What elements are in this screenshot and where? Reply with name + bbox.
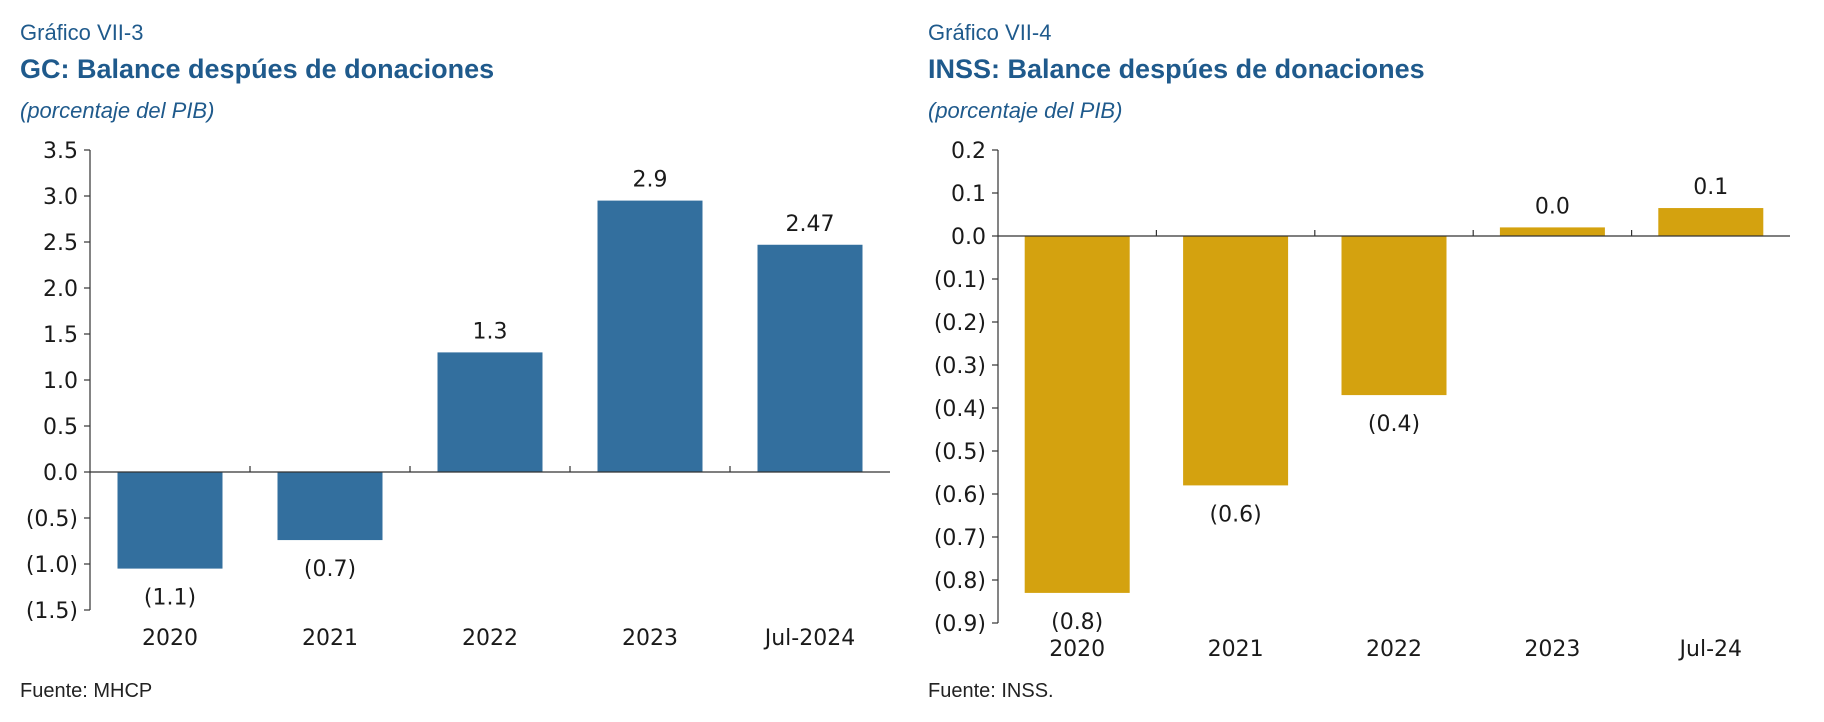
y-tick-label: 0.5 bbox=[43, 415, 78, 440]
bar bbox=[1183, 236, 1289, 486]
chart-title: GC: Balance despúes de donaciones bbox=[20, 54, 495, 84]
y-tick-label: 1.0 bbox=[43, 369, 78, 394]
y-tick-label: 2.0 bbox=[43, 277, 78, 302]
chart-panel-gc: Gráfico VII-3 GC: Balance despúes de don… bbox=[0, 0, 900, 722]
bar-chart-gc: 3.5 3.0 2.5 2.0 1.5 1.0 0.5 0.0 (0.5) (1.0) (1.5) (… bbox=[26, 139, 890, 651]
data-label: (1.1) bbox=[144, 586, 196, 611]
y-tick-label: 3.0 bbox=[43, 185, 78, 210]
bar bbox=[1024, 236, 1130, 593]
bar bbox=[117, 472, 223, 569]
data-label: 2.47 bbox=[786, 212, 835, 237]
y-tick-label: 3.5 bbox=[43, 139, 78, 164]
data-label: 0.1 bbox=[1693, 175, 1728, 200]
bar bbox=[437, 352, 543, 472]
y-tick-label: (0.8) bbox=[934, 569, 986, 594]
x-tick-label: 2023 bbox=[622, 626, 678, 651]
bar bbox=[597, 200, 703, 472]
x-tick-label: 2021 bbox=[302, 626, 358, 651]
chart-source: Fuente: MHCP bbox=[20, 680, 153, 702]
y-tick-label: (0.6) bbox=[934, 483, 986, 508]
y-tick-label: (0.7) bbox=[934, 526, 986, 551]
data-label: 0.0 bbox=[1535, 194, 1570, 219]
data-label: 1.3 bbox=[473, 319, 508, 344]
data-label: (0.6) bbox=[1210, 502, 1262, 527]
bar-chart-inss: 0.2 0.1 0.0 (0.1) (0.2) (0.3) (0.4) (0.5) (0.6) (… bbox=[934, 139, 1790, 662]
bar bbox=[1499, 227, 1605, 236]
y-tick-label: (0.9) bbox=[934, 612, 986, 637]
x-tick-label: Jul-2024 bbox=[763, 626, 855, 651]
y-tick-label: (0.2) bbox=[934, 311, 986, 336]
chart-kicker: Gráfico VII-4 bbox=[928, 20, 1052, 45]
data-label: (0.7) bbox=[304, 557, 356, 582]
chart-source: Fuente: INSS. bbox=[928, 680, 1054, 702]
bar bbox=[1658, 208, 1764, 236]
chart-kicker: Gráfico VII-3 bbox=[20, 20, 144, 45]
y-tick-label: 2.5 bbox=[43, 231, 78, 256]
data-label: (0.8) bbox=[1051, 610, 1103, 635]
x-tick-label: 2023 bbox=[1524, 637, 1580, 662]
bar bbox=[277, 472, 383, 541]
y-tick-label: (0.1) bbox=[934, 268, 986, 293]
x-tick-label: 2022 bbox=[1366, 637, 1422, 662]
bar bbox=[1341, 236, 1447, 396]
y-tick-label: 1.5 bbox=[43, 323, 78, 348]
y-tick-label: (0.5) bbox=[26, 507, 78, 532]
x-tick-label: 2022 bbox=[462, 626, 518, 651]
y-tick-label: 0.0 bbox=[951, 225, 986, 250]
y-tick-label: (0.4) bbox=[934, 397, 986, 422]
y-tick-label: 0.2 bbox=[951, 139, 986, 164]
chart-subtitle: (porcentaje del PIB) bbox=[20, 98, 215, 123]
x-tick-label: 2020 bbox=[1049, 637, 1105, 662]
x-tick-label: Jul-24 bbox=[1678, 637, 1742, 662]
x-tick-label: 2021 bbox=[1208, 637, 1264, 662]
y-tick-label: (0.5) bbox=[934, 440, 986, 465]
data-label: (0.4) bbox=[1368, 412, 1420, 437]
y-tick-label: 0.1 bbox=[951, 182, 986, 207]
data-label: 2.9 bbox=[633, 168, 668, 193]
chart-panel-inss: Gráfico VII-4 INSS: Balance despúes de d… bbox=[908, 0, 1808, 722]
chart-subtitle: (porcentaje del PIB) bbox=[928, 98, 1123, 123]
y-tick-label: (0.3) bbox=[934, 354, 986, 379]
chart-title: INSS: Balance despúes de donaciones bbox=[928, 54, 1425, 84]
y-tick-label: (1.0) bbox=[26, 553, 78, 578]
y-tick-label: 0.0 bbox=[43, 461, 78, 486]
bar bbox=[757, 244, 863, 472]
x-tick-label: 2020 bbox=[142, 626, 198, 651]
y-tick-label: (1.5) bbox=[26, 599, 78, 624]
